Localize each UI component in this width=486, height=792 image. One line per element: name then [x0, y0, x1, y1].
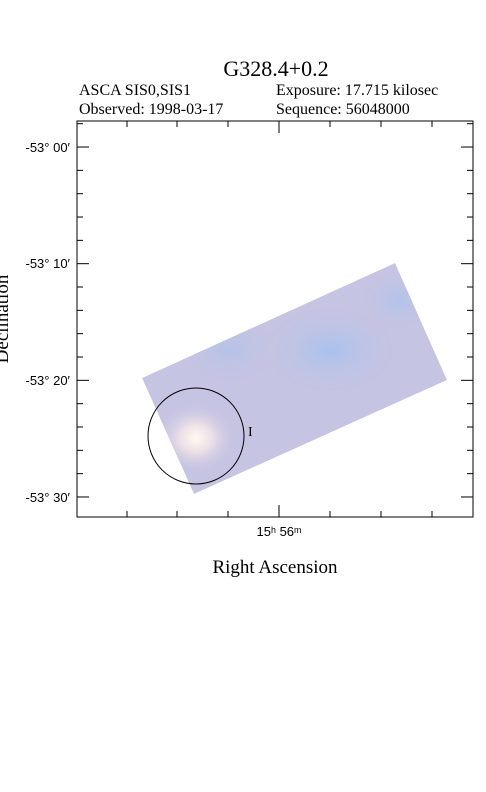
ticks [77, 121, 473, 517]
y-tick-label: -53° 20′ [26, 373, 71, 388]
x-axis-label: Right Ascension [212, 557, 338, 578]
y-axis-label: Declination [0, 274, 13, 363]
plot-frame [76, 120, 474, 518]
y-tick-label: -53° 10′ [26, 256, 71, 271]
x-tick-label: 15ʰ 56ᵐ [257, 524, 302, 539]
sequence: Sequence: 56048000 [276, 101, 410, 118]
source-circle [147, 387, 245, 485]
y-tick-label: -53° 00′ [26, 140, 71, 155]
source-label: I [248, 425, 253, 440]
y-tick-label: -53° 30′ [26, 490, 71, 505]
title: G328.4+0.2 [223, 56, 328, 81]
image-field [142, 263, 447, 494]
observed: Observed: 1998-03-17 [79, 101, 223, 118]
exposure: Exposure: 17.715 kilosec [276, 82, 438, 99]
instrument: ASCA SIS0,SIS1 [79, 82, 191, 99]
